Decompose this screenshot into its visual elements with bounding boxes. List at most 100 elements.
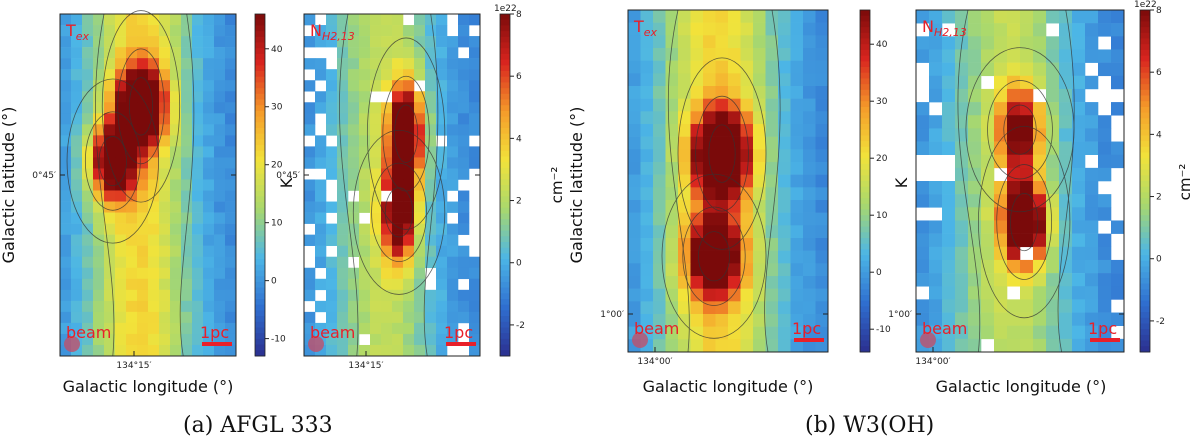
heatmap-cell: [214, 212, 226, 224]
heatmap-cell: [403, 322, 415, 335]
colorbar-step: [500, 65, 510, 72]
heatmap-cell: [1046, 167, 1060, 182]
heatmap-cell: [1059, 207, 1073, 221]
heatmap-cell: [370, 289, 382, 302]
colorbar-step: [1140, 95, 1150, 102]
heatmap-cell: [715, 212, 729, 226]
heatmap-cell: [71, 91, 83, 103]
heatmap-cell: [458, 168, 470, 180]
heatmap-cell: [678, 238, 691, 251]
heatmap-cell: [653, 225, 666, 239]
heatmap-cell: [326, 344, 338, 357]
heatmap-cell: [458, 157, 470, 169]
heatmap-cell: [765, 86, 779, 99]
heatmap-cell: [381, 25, 393, 37]
heatmap-cell: [929, 62, 943, 77]
heatmap-cell: [955, 220, 969, 234]
heatmap-cell: [192, 344, 204, 357]
heatmap-cell: [71, 311, 83, 324]
heatmap-cell: [1033, 10, 1047, 24]
heatmap-cell: [1072, 181, 1086, 195]
heatmap-cell: [170, 91, 182, 103]
colorbar-step: [860, 192, 870, 199]
heatmap-cell: [994, 23, 1008, 37]
heatmap-cell: [192, 333, 204, 346]
heatmap-cell: [640, 263, 654, 277]
heatmap-cell: [159, 278, 171, 291]
heatmap-cell: [192, 300, 204, 313]
heatmap-cell: [715, 124, 729, 137]
heatmap-cell: [916, 141, 930, 155]
heatmap-cell: [740, 124, 754, 137]
colorbar-step: [860, 124, 870, 131]
colorbar-unit-label: cm⁻²: [548, 167, 566, 204]
heatmap-cell: [71, 14, 83, 26]
heatmap-cell: [71, 322, 83, 335]
heatmap-cell: [170, 300, 182, 313]
heatmap-cell: [1046, 312, 1060, 326]
heatmap-cell: [929, 75, 943, 90]
heatmap-cell: [203, 344, 215, 357]
heatmap-cell: [740, 136, 754, 150]
colorbar-step: [860, 317, 870, 324]
heatmap-cell: [337, 245, 349, 258]
heatmap-cell: [715, 250, 729, 264]
heatmap-cell: [703, 111, 716, 125]
colorbar-tick-label: 0: [876, 268, 882, 278]
heatmap-cell: [315, 223, 327, 235]
beam-label: beam: [66, 323, 111, 342]
heatmap-cell: [192, 146, 204, 158]
heatmap-cell: [690, 339, 704, 353]
heatmap-cell: [994, 312, 1008, 326]
heatmap-cell: [370, 190, 382, 202]
heatmap-cell: [458, 91, 470, 103]
heatmap-cell: [458, 135, 470, 147]
heatmap-cell: [994, 141, 1008, 155]
contour-line: [661, 173, 767, 339]
heatmap-cell: [214, 311, 226, 324]
heatmap-cell: [403, 157, 415, 169]
heatmap-cell: [348, 278, 360, 291]
heatmap-cell: [942, 325, 956, 340]
heatmap-cell: [71, 135, 83, 147]
contour-line: [667, 9, 690, 353]
colorbar-step: [255, 185, 265, 192]
heatmap-cell: [665, 288, 679, 302]
heatmap-cell: [126, 135, 138, 147]
colorbar-step: [860, 289, 870, 296]
heatmap-cell: [181, 168, 193, 180]
heatmap-cell: [225, 344, 237, 357]
heatmap-cell: [126, 157, 138, 169]
heatmap-cell: [469, 333, 481, 346]
heatmap-cell: [137, 212, 149, 224]
heatmap-cell: [1098, 10, 1112, 24]
heatmap-cell: [665, 276, 679, 289]
colorbar-step: [255, 116, 265, 123]
heatmap-cell: [60, 234, 72, 246]
heatmap-cell: [326, 69, 338, 81]
heatmap-cell: [170, 36, 182, 48]
heatmap-cell: [968, 36, 982, 50]
heatmap-cell: [82, 300, 94, 313]
x-tick-label: 134°15′: [116, 361, 151, 371]
heatmap-cell: [981, 194, 995, 208]
heatmap-cell: [170, 256, 182, 269]
heatmap-cell: [815, 200, 829, 213]
heatmap-cell: [82, 311, 94, 324]
heatmap-cell: [955, 273, 969, 287]
colorbar-step: [1140, 32, 1150, 39]
heatmap-cell: [942, 49, 956, 63]
heatmap-cell: [60, 267, 72, 280]
colorbar-step: [500, 167, 510, 174]
heatmap-cell: [981, 246, 995, 261]
colorbar-frame: [1139, 9, 1151, 353]
heatmap-cell: [753, 212, 766, 226]
heatmap-cell: [994, 181, 1008, 195]
heatmap-cell: [337, 47, 349, 59]
heatmap-cell: [1007, 220, 1021, 234]
heatmap-cell: [740, 35, 754, 49]
heatmap-cell: [104, 201, 116, 213]
heatmap-cell: [790, 200, 804, 213]
heatmap-cell: [1007, 273, 1021, 287]
